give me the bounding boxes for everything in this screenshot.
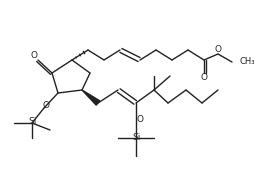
Text: O: O [31, 52, 38, 61]
Text: O: O [137, 114, 144, 124]
Text: Si: Si [133, 133, 141, 143]
Text: CH₃: CH₃ [240, 58, 256, 67]
Text: Si: Si [29, 118, 37, 127]
Text: O: O [214, 45, 222, 54]
Text: O: O [200, 74, 208, 83]
Text: O: O [43, 101, 49, 109]
Polygon shape [82, 90, 100, 105]
